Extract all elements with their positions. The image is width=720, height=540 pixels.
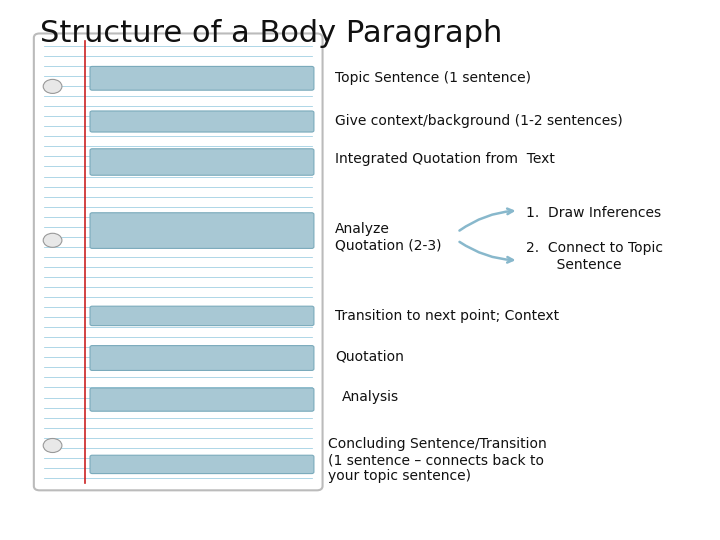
Text: Analyze
Quotation (2-3): Analyze Quotation (2-3)	[335, 222, 441, 253]
FancyBboxPatch shape	[90, 148, 314, 175]
Text: Integrated Quotation from  Text: Integrated Quotation from Text	[335, 152, 554, 166]
Text: Concluding Sentence/Transition
(1 sentence – connects back to
your topic sentenc: Concluding Sentence/Transition (1 senten…	[328, 437, 546, 483]
FancyBboxPatch shape	[90, 455, 314, 474]
Text: Analysis: Analysis	[342, 390, 399, 404]
Text: 1.  Draw Inferences: 1. Draw Inferences	[526, 206, 661, 220]
FancyBboxPatch shape	[90, 346, 314, 370]
Text: Structure of a Body Paragraph: Structure of a Body Paragraph	[40, 19, 502, 48]
Text: Give context/background (1-2 sentences): Give context/background (1-2 sentences)	[335, 114, 623, 129]
Text: 2.  Connect to Topic
       Sentence: 2. Connect to Topic Sentence	[526, 241, 662, 272]
Circle shape	[43, 79, 62, 93]
Circle shape	[43, 233, 62, 247]
FancyBboxPatch shape	[34, 33, 323, 490]
FancyBboxPatch shape	[90, 111, 314, 132]
Text: Transition to next point; Context: Transition to next point; Context	[335, 309, 559, 323]
Text: Quotation: Quotation	[335, 349, 404, 363]
FancyBboxPatch shape	[90, 66, 314, 90]
FancyBboxPatch shape	[90, 213, 314, 248]
FancyBboxPatch shape	[90, 388, 314, 411]
Text: Topic Sentence (1 sentence): Topic Sentence (1 sentence)	[335, 71, 531, 85]
FancyBboxPatch shape	[90, 306, 314, 326]
Circle shape	[43, 438, 62, 453]
